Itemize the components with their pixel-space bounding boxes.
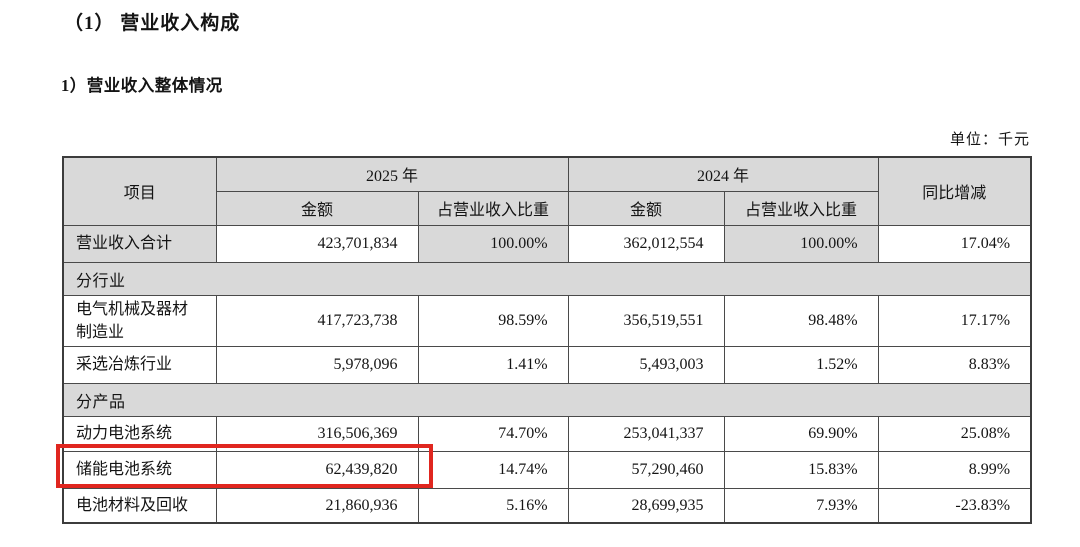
cell-yoy-change: 25.08% (877, 415, 1032, 452)
table-row-energy-storage-battery: 储能电池系统 62,439,820 14.74% 57,290,460 15.8… (62, 450, 1032, 489)
section-band-label: 分行业 (62, 261, 1032, 296)
cell-amount-2024: 356,519,551 (567, 294, 725, 347)
cell-amount-2024: 253,041,337 (567, 415, 725, 452)
cell-share-2024: 100.00% (723, 224, 879, 263)
header-year-2024: 2024 年 (567, 156, 879, 192)
cell-amount-2025: 316,506,369 (215, 415, 419, 452)
table-row-mining-smelting: 采选冶炼行业 5,978,096 1.41% 5,493,003 1.52% 8… (62, 345, 1032, 384)
header-share-2025: 占营业收入比重 (417, 190, 569, 226)
cell-amount-2025: 21,860,936 (215, 487, 419, 524)
cell-item-label: 储能电池系统 (62, 450, 217, 489)
cell-share-2025: 1.41% (417, 345, 569, 384)
table-row-total-revenue: 营业收入合计 423,701,834 100.00% 362,012,554 1… (62, 224, 1032, 263)
cell-amount-2024: 5,493,003 (567, 345, 725, 384)
cell-amount-2024: 362,012,554 (567, 224, 725, 263)
cell-amount-2024: 57,290,460 (567, 450, 725, 489)
header-share-2024: 占营业收入比重 (723, 190, 879, 226)
cell-share-2024: 69.90% (723, 415, 879, 452)
table-header-row-2: 金额 占营业收入比重 金额 占营业收入比重 (63, 190, 1031, 226)
header-amount-2025: 金额 (215, 190, 419, 226)
header-item: 项目 (62, 156, 217, 226)
page-title: （1） 营业收入构成 (64, 13, 241, 34)
cell-yoy-change: 17.17% (877, 294, 1032, 347)
cell-amount-2025: 5,978,096 (215, 345, 419, 384)
cell-amount-2025: 417,723,738 (215, 294, 419, 347)
cell-share-2024: 98.48% (723, 294, 879, 347)
cell-share-2024: 7.93% (723, 487, 879, 524)
cell-yoy-change: 8.83% (877, 345, 1032, 384)
table-row-electrical-machinery: 电气机械及器材制造业 417,723,738 98.59% 356,519,55… (62, 294, 1032, 347)
cell-share-2025: 5.16% (417, 487, 569, 524)
cell-yoy-change: -23.83% (877, 487, 1032, 524)
cell-item-label: 动力电池系统 (62, 415, 217, 452)
cell-share-2024: 15.83% (723, 450, 879, 489)
table-header-row-1: 项目 2025 年 2024 年 同比增减 (62, 156, 1032, 226)
cell-item-label: 营业收入合计 (62, 224, 217, 263)
cell-item-label: 采选冶炼行业 (62, 345, 217, 384)
cell-item-label: 电池材料及回收 (62, 487, 217, 524)
header-yoy-change: 同比增减 (877, 156, 1032, 226)
unit-label: 单位：千元 (949, 132, 1030, 148)
cell-share-2025: 98.59% (417, 294, 569, 347)
section-subtitle: 1）营业收入整体情况 (61, 76, 223, 95)
cell-yoy-change: 17.04% (877, 224, 1032, 263)
revenue-table: 项目 2025 年 2024 年 同比增减 金额 占营业收入比重 金额 占营业收… (62, 156, 1033, 525)
table-row-section-by-product: 分产品 (62, 382, 1032, 417)
cell-share-2024: 1.52% (723, 345, 879, 384)
table-row-section-by-industry: 分行业 (62, 261, 1032, 296)
cell-item-label: 电气机械及器材制造业 (62, 294, 217, 347)
cell-amount-2025: 423,701,834 (215, 224, 419, 263)
section-band-label: 分产品 (62, 382, 1032, 417)
table-row-power-battery: 动力电池系统 316,506,369 74.70% 253,041,337 69… (62, 415, 1032, 452)
cell-amount-2024: 28,699,935 (567, 487, 725, 524)
header-year-2025: 2025 年 (215, 156, 569, 192)
table-row-battery-materials-recycling: 电池材料及回收 21,860,936 5.16% 28,699,935 7.93… (62, 487, 1032, 524)
cell-amount-2025: 62,439,820 (215, 450, 419, 489)
cell-yoy-change: 8.99% (877, 450, 1032, 489)
cell-share-2025: 74.70% (417, 415, 569, 452)
cell-share-2025: 100.00% (417, 224, 569, 263)
cell-share-2025: 14.74% (417, 450, 569, 489)
header-amount-2024: 金额 (567, 190, 725, 226)
